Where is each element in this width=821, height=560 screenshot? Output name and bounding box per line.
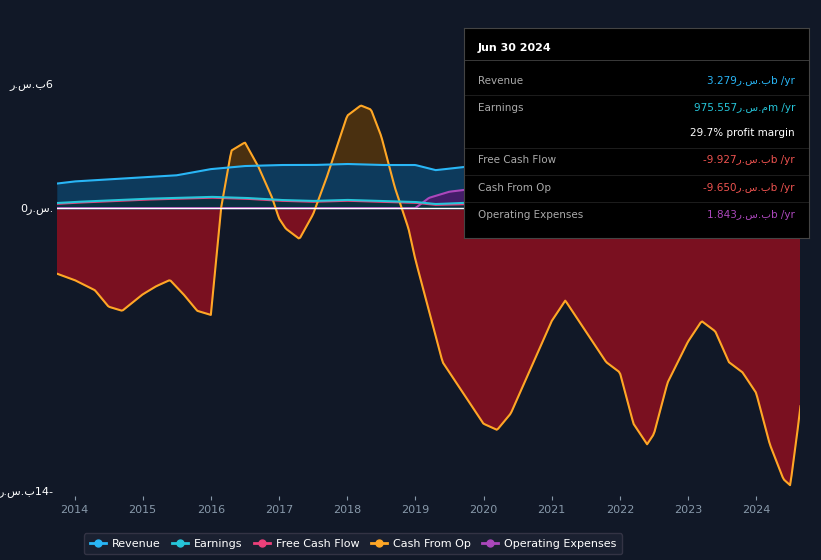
- Point: [795, 184, 808, 193]
- Text: Free Cash Flow: Free Cash Flow: [478, 155, 556, 165]
- Text: 0ر.س.: 0ر.س.: [21, 203, 53, 213]
- Text: 1.843ر.س.بb /yr: 1.843ر.س.بb /yr: [707, 210, 795, 220]
- Legend: Revenue, Earnings, Free Cash Flow, Cash From Op, Operating Expenses: Revenue, Earnings, Free Cash Flow, Cash …: [84, 533, 622, 554]
- Text: Revenue: Revenue: [478, 76, 523, 86]
- Text: 975.557ر.س.مm /yr: 975.557ر.س.مm /yr: [694, 103, 795, 113]
- Text: ر.س.ب6: ر.س.ب6: [10, 80, 53, 90]
- Text: 29.7% profit margin: 29.7% profit margin: [690, 128, 795, 138]
- Point: [795, 136, 808, 145]
- Text: ر.س.ب14-: ر.س.ب14-: [0, 486, 53, 497]
- Point: [795, 166, 808, 175]
- Text: -9.650ر.س.بb /yr: -9.650ر.س.بb /yr: [704, 183, 795, 193]
- Text: Cash From Op: Cash From Op: [478, 183, 551, 193]
- Text: 3.279ر.س.بb /yr: 3.279ر.س.بb /yr: [707, 76, 795, 86]
- Text: Operating Expenses: Operating Expenses: [478, 210, 583, 220]
- Text: Earnings: Earnings: [478, 103, 523, 113]
- Text: -9.927ر.س.بb /yr: -9.927ر.س.بb /yr: [704, 155, 795, 165]
- Text: Jun 30 2024: Jun 30 2024: [478, 43, 552, 53]
